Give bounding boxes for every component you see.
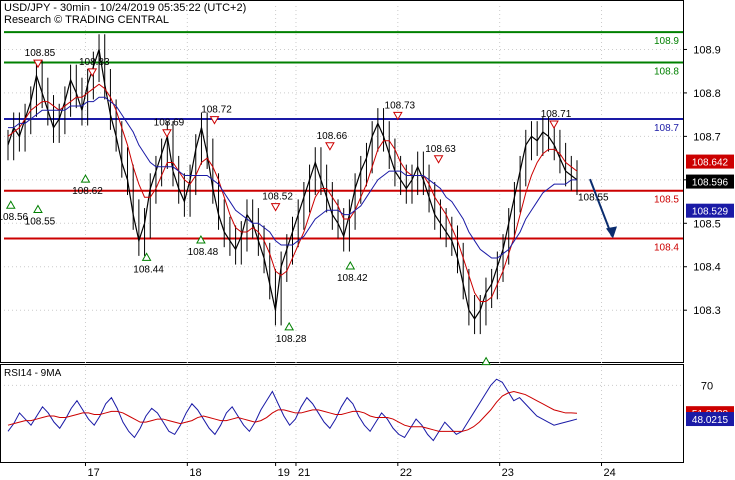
support-resistance-levels: 108.9 108.8 108.7 108.5 108.4	[4, 31, 683, 253]
trough-label: 108.48	[188, 247, 219, 258]
rsi-badge	[686, 412, 734, 427]
peak-marker	[549, 120, 559, 130]
price-badge-label: 108.529	[692, 207, 729, 218]
forecast-arrow-head	[606, 226, 617, 239]
price-badge	[686, 203, 734, 218]
x-tick-label: 18	[189, 467, 201, 479]
peak-label: 108.83	[79, 57, 110, 68]
price-series	[7, 34, 578, 335]
rsi-panel: 7051.848848.0215	[4, 378, 734, 442]
gridlines	[4, 6, 683, 462]
price-panel-border	[0, 0, 684, 363]
peak-trough-markers: 108.85 108.83 108.69 108.72 108.52 108.66 108.…	[0, 48, 572, 366]
chart-title: USD/JPY - 30min - 10/24/2019 05:35:22 (U…	[4, 2, 247, 14]
peak-label: 108.52	[262, 192, 293, 203]
rsi-ma-line	[7, 390, 578, 432]
x-tick-label: 23	[502, 467, 514, 479]
rsi-tick-label: 70	[701, 380, 713, 392]
peak-marker	[392, 111, 403, 121]
trough-marker	[481, 356, 491, 366]
peak-marker	[325, 142, 335, 151]
trough-marker	[196, 234, 206, 244]
trough-label: 108.55	[25, 217, 56, 228]
y-axis: 108.3108.4108.5108.6108.7108.8108.9108.6…	[683, 44, 734, 317]
peak-marker	[162, 129, 172, 138]
y-tick-label: 108.9	[693, 44, 721, 56]
trough-label: 108.62	[72, 186, 103, 197]
peak-marker	[87, 68, 98, 77]
trough-marker	[141, 252, 152, 261]
level-label: 108.9	[654, 36, 679, 47]
x-tick-label: 24	[604, 467, 616, 479]
peak-label: 108.73	[385, 100, 416, 111]
level-label: 108.7	[654, 123, 679, 134]
price-badge	[686, 174, 734, 189]
peak-label: 108.69	[154, 118, 185, 129]
trough-marker	[80, 174, 91, 183]
y-tick-label: 108.4	[693, 262, 721, 274]
peak-label: 108.66	[317, 131, 348, 142]
fast-ma-line	[7, 83, 578, 303]
level-label: 108.5	[654, 195, 679, 206]
trough-label: 108.44	[133, 264, 164, 275]
price-badge	[686, 154, 734, 169]
price-badge-label: 108.642	[692, 158, 729, 169]
peak-marker	[433, 155, 444, 164]
peak-label: 108.71	[541, 109, 572, 120]
y-tick-label: 108.5	[693, 218, 721, 230]
peak-label: 108.85	[25, 48, 56, 59]
trough-label: 108.42	[337, 273, 368, 284]
peak-marker	[33, 59, 43, 69]
price-close-line	[7, 49, 578, 320]
trough-marker	[5, 200, 16, 209]
trough-label: 108.28	[276, 334, 307, 345]
peak-marker	[270, 203, 281, 212]
forecast-arrow-shaft	[589, 178, 613, 237]
rsi-line	[7, 378, 578, 442]
price-badge-label: 108.596	[692, 178, 729, 189]
x-tick-label: 17	[87, 467, 99, 479]
peak-label: 108.63	[425, 144, 456, 155]
slow-ma-line	[8, 96, 577, 259]
peak-marker	[209, 116, 220, 125]
forecast-arrow: 108.55	[578, 178, 617, 239]
y-tick-label: 108.3	[693, 305, 721, 317]
rsi-panel-title: RSI14 - 9MA	[4, 368, 62, 379]
chart-frame	[0, 0, 684, 463]
y-tick-label: 108.8	[693, 88, 721, 100]
rsi-badge-label: 48.0215	[692, 415, 729, 426]
x-axis: 17 18 19 21 22 23 24	[84, 462, 616, 479]
level-label: 108.4	[654, 242, 679, 253]
target-label: 108.55	[578, 193, 609, 204]
moving-averages	[7, 83, 578, 303]
trough-marker	[345, 261, 356, 270]
x-tick-label: 19	[278, 467, 290, 479]
chart-subtitle: Research © TRADING CENTRAL	[4, 14, 169, 26]
y-tick-label: 108.7	[693, 131, 721, 143]
trough-marker	[284, 321, 295, 331]
level-label: 108.8	[654, 66, 679, 77]
x-tick-label: 22	[400, 467, 412, 479]
x-tick-label: 21	[298, 467, 310, 479]
peak-label: 108.72	[201, 105, 232, 116]
rsi-panel-border	[0, 364, 684, 463]
trough-marker	[33, 204, 43, 214]
trough-label: 108.56	[0, 212, 29, 223]
